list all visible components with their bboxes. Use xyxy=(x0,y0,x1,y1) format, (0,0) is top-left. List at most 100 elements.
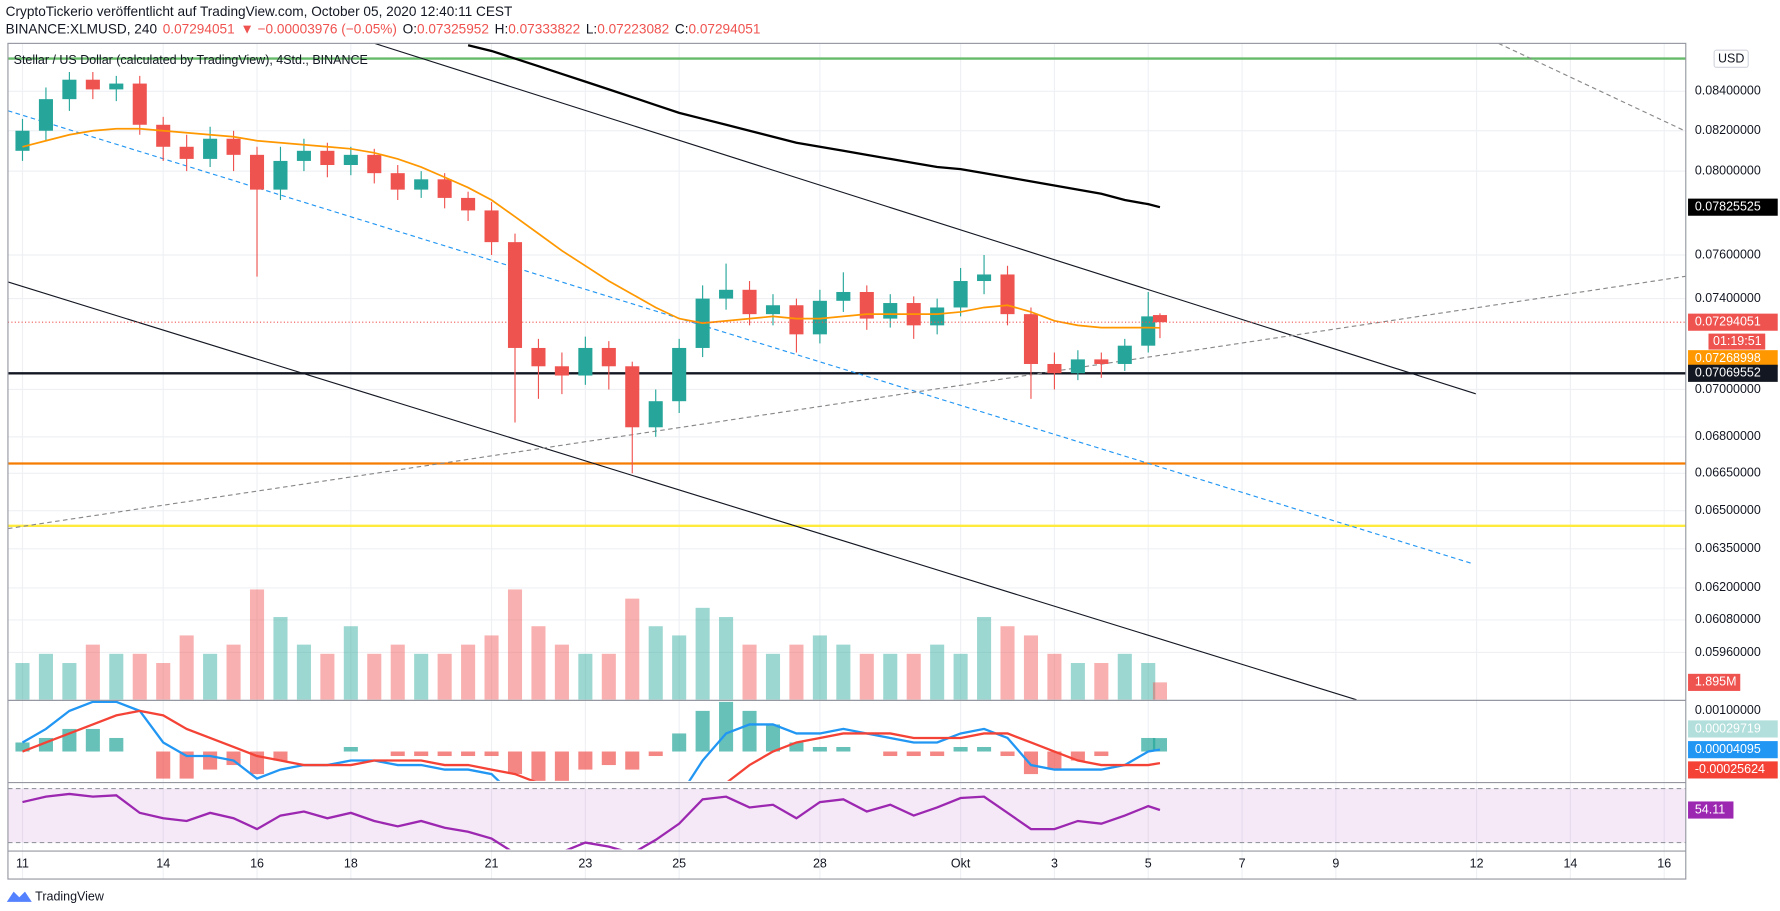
y-tick-label: 0.05960000 xyxy=(1695,645,1761,659)
volume-bar xyxy=(273,617,288,700)
volume-bar xyxy=(719,617,734,700)
volume-bar xyxy=(320,653,335,700)
macd-histogram-bar xyxy=(414,751,429,757)
volume-bar xyxy=(695,607,710,700)
price-tags: 0.078255250.0729405101:19:510.072689980.… xyxy=(1688,198,1778,819)
candle-body xyxy=(156,124,171,147)
candle-body xyxy=(1047,363,1062,374)
gray-trend-upper xyxy=(1498,43,1686,132)
volume-bar xyxy=(953,653,968,700)
plot-frame xyxy=(7,42,1687,880)
macd-histogram-bar xyxy=(906,751,921,757)
volume-bar xyxy=(554,644,569,700)
volume-bar xyxy=(507,589,523,700)
macd-histogram-bar xyxy=(953,746,968,752)
chart-title: Stellar / US Dollar (calculated by Tradi… xyxy=(14,53,368,67)
macd-histogram-bar xyxy=(531,751,546,781)
volume-bar xyxy=(156,663,171,700)
volume-bar xyxy=(883,653,898,700)
volume-bar xyxy=(1023,635,1039,700)
signal-line xyxy=(22,709,1161,781)
volume-bar xyxy=(836,644,851,700)
candle-body xyxy=(507,242,523,348)
volume-bar xyxy=(812,635,827,700)
brand: TradingView xyxy=(35,890,105,904)
macd-histogram-bar xyxy=(648,751,663,757)
x-tick-label: 7 xyxy=(1239,856,1246,870)
candle-body xyxy=(461,197,476,211)
y-tick-label: 0.07600000 xyxy=(1695,247,1761,261)
candle-body xyxy=(648,401,663,428)
candle-body xyxy=(883,303,898,319)
countdown: 01:19:51 xyxy=(1713,334,1762,348)
x-tick-label: 9 xyxy=(1332,856,1339,870)
macd-tick-label: 0.00100000 xyxy=(1695,703,1761,717)
macd-histogram-bar xyxy=(625,751,640,770)
volume-bar xyxy=(62,663,77,700)
candle-body xyxy=(977,274,992,282)
volume-bar xyxy=(578,653,593,700)
volume-bar xyxy=(789,644,804,700)
x-tick-label: 25 xyxy=(672,856,686,870)
macd-histogram-bar xyxy=(203,751,218,770)
macd-histogram-bar xyxy=(343,746,358,752)
y-tick-label: 0.06800000 xyxy=(1695,429,1761,443)
macd-tag: 0.00004095 xyxy=(1695,742,1761,756)
volume-bar xyxy=(296,644,311,700)
macd-histogram-bar xyxy=(273,751,288,761)
x-tick-label: 14 xyxy=(1563,856,1577,870)
candle-body xyxy=(484,210,499,243)
volume-bar xyxy=(531,626,546,700)
macd-histogram-bar xyxy=(1141,737,1156,752)
macd-histogram-bar xyxy=(719,701,734,752)
frame xyxy=(7,42,1687,880)
macd-histogram-bar xyxy=(437,751,452,757)
macd-histogram-bar xyxy=(695,710,710,752)
volume-bar xyxy=(906,653,921,700)
x-tick-label: 23 xyxy=(578,856,592,870)
y-tick-label: 0.06350000 xyxy=(1695,541,1761,555)
close-label: C: xyxy=(675,21,689,36)
price-tag-bg xyxy=(1688,313,1778,331)
volume-bar xyxy=(672,635,687,700)
levels xyxy=(7,57,1686,527)
y-tick-label: 0.08000000 xyxy=(1695,163,1761,177)
macd-histogram-bar xyxy=(836,746,851,752)
candle-body xyxy=(1094,359,1109,364)
y-tick-label: 0.06500000 xyxy=(1695,503,1761,517)
ohlc-line: BINANCE:XLMUSD, 240 0.07294051 ▼ −0.000039… xyxy=(6,21,761,36)
macd-histogram-bar xyxy=(484,751,499,757)
volume-bar xyxy=(179,635,194,700)
high-value: 0.07333822 xyxy=(508,21,580,36)
candle-body xyxy=(765,305,781,315)
macd-histogram-bar xyxy=(883,751,898,757)
price-tag: 0.07294051 xyxy=(1695,314,1761,328)
macd-histogram-bar xyxy=(930,751,945,757)
x-tick-label: Okt xyxy=(951,856,971,870)
candle-body xyxy=(789,305,804,335)
volume-bar xyxy=(625,598,640,700)
macd-histogram-bar xyxy=(179,751,194,779)
open-label: O: xyxy=(403,21,417,36)
candle-body xyxy=(85,79,100,90)
ma50-line xyxy=(22,127,1160,329)
x-tick-label: 14 xyxy=(156,856,170,870)
candle-body xyxy=(1000,274,1015,315)
macd-histogram-bar xyxy=(390,751,405,757)
macd-histogram-bar xyxy=(977,746,992,752)
y-tick-label: 0.08200000 xyxy=(1695,123,1761,137)
currency-box xyxy=(1713,49,1749,68)
channel-bottom xyxy=(7,281,1357,700)
candle-body xyxy=(1141,316,1156,346)
candle-body xyxy=(1023,314,1039,364)
x-tick-label: 11 xyxy=(16,856,29,870)
volume-bar xyxy=(437,653,452,700)
volume-bar xyxy=(484,635,499,700)
volume-bar xyxy=(1141,663,1156,700)
macd-histogram-bar xyxy=(812,746,827,752)
candle-body xyxy=(367,154,382,174)
macd-histogram-bar xyxy=(1094,751,1109,757)
x-tick-label: 18 xyxy=(344,856,358,870)
rsi-tag-bg xyxy=(1688,801,1734,819)
y-tick-label: 0.08400000 xyxy=(1695,84,1761,98)
